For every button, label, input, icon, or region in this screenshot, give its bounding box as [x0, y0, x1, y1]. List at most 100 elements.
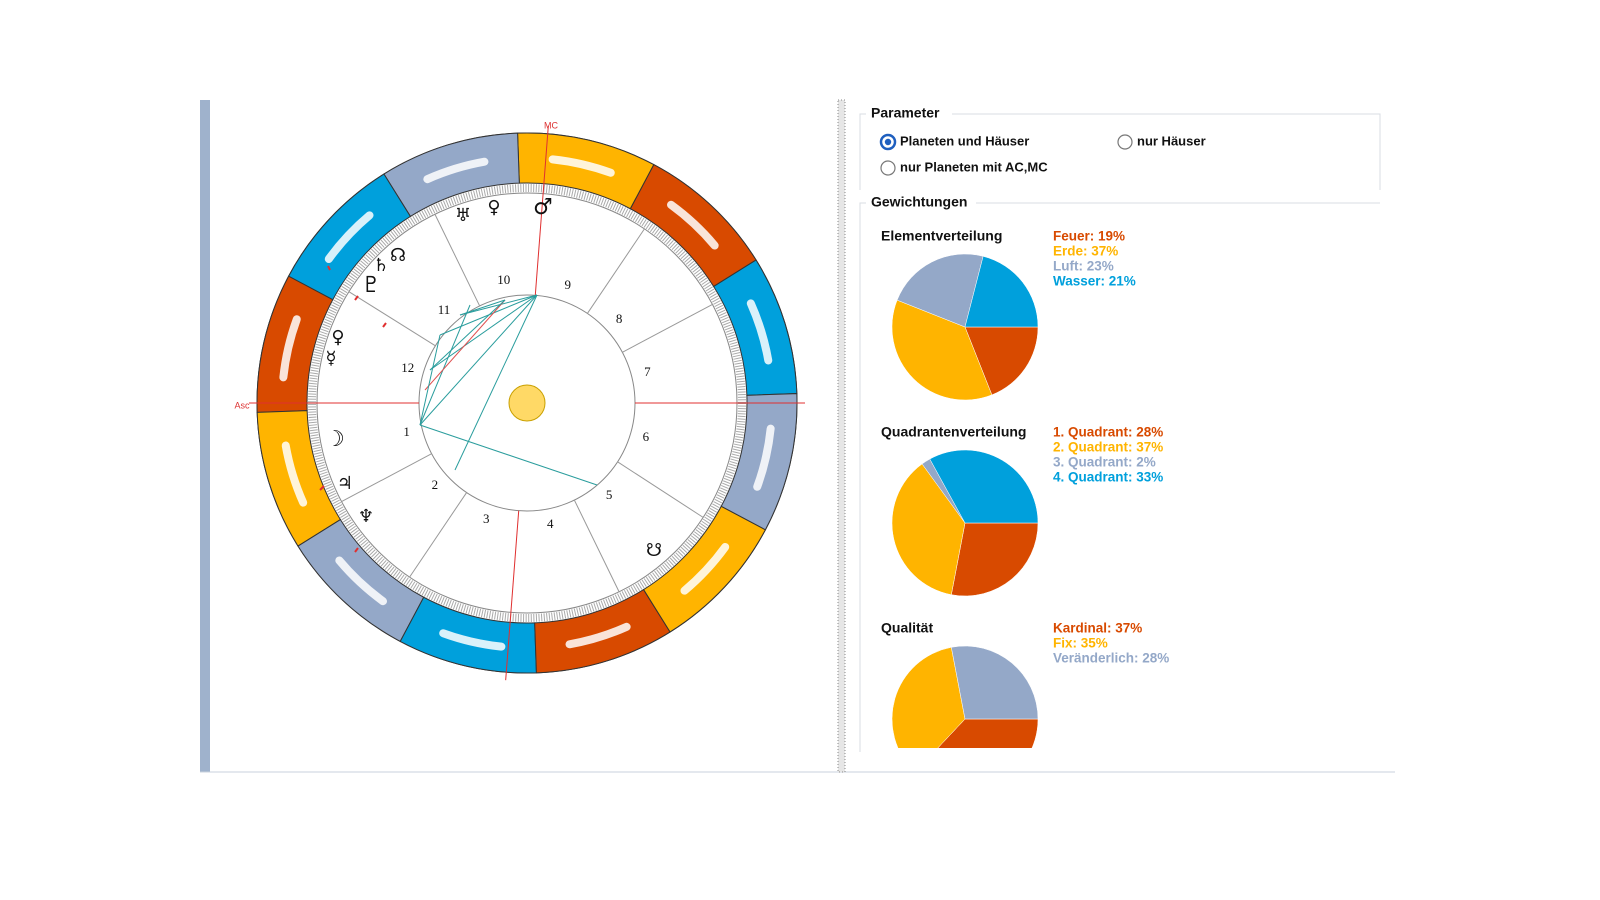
- planet: ♄: [373, 255, 389, 276]
- zodiac-icon: [753, 424, 775, 491]
- planet-tick: [382, 322, 387, 328]
- house-number: 8: [616, 311, 623, 326]
- radio-dot: [884, 138, 892, 146]
- radio-label[interactable]: nur Planeten mit AC,MC: [900, 159, 1048, 174]
- panel-border: [200, 100, 210, 772]
- legend-label: Veränderlich: 28%: [1053, 651, 1169, 666]
- aspect-line: [459, 294, 538, 316]
- house-number: 4: [547, 516, 554, 531]
- group-box: [859, 202, 1380, 752]
- planet: ☿: [325, 348, 336, 369]
- house-number: 7: [644, 364, 651, 379]
- legend-label: Wasser: 21%: [1053, 274, 1136, 289]
- planet: ♀: [487, 197, 500, 218]
- asc-label: Asc: [234, 400, 250, 410]
- house-number: 9: [565, 277, 572, 292]
- pie-slice: [951, 645, 1039, 720]
- pie-slice: [891, 299, 993, 401]
- zodiac-icon: [548, 155, 615, 177]
- pie-slice: [937, 718, 1039, 748]
- house-cusp: [622, 303, 713, 353]
- planet: ☋: [646, 540, 662, 561]
- pie-slice: [891, 647, 966, 748]
- radio[interactable]: [1117, 134, 1133, 150]
- legend-label: Kardinal: 37%: [1053, 621, 1142, 636]
- pie-slice: [929, 449, 1039, 524]
- mc-label: MC: [544, 120, 558, 130]
- aspect-line: [419, 424, 598, 486]
- zodiac-icon: [746, 299, 773, 365]
- aspect-line: [419, 294, 538, 426]
- weighting-charts: Elementverteilung Feuer: 19%Erde: 37%Luft…: [881, 228, 1169, 748]
- house-cusp: [586, 228, 645, 314]
- house-cusp: [434, 214, 481, 307]
- legend-label: Feuer: 19%: [1053, 229, 1125, 244]
- zodiac-sign: [720, 393, 798, 531]
- sun: [508, 384, 546, 422]
- house-number: 12: [401, 360, 414, 375]
- radio-option[interactable]: Planeten und Häuser: [879, 133, 1029, 151]
- planet: ♃: [337, 473, 353, 494]
- aspect-line: [419, 334, 441, 426]
- legend-label: 1. Quadrant: 28%: [1053, 425, 1163, 440]
- planet-tick: [327, 265, 331, 271]
- house-cusp: [505, 510, 520, 681]
- aspect-line: [419, 304, 471, 426]
- house-number: 5: [606, 487, 613, 502]
- zodiac-icon: [279, 315, 301, 382]
- planet: ♇: [361, 273, 381, 298]
- splitter[interactable]: [837, 99, 846, 773]
- planet: ♅: [455, 205, 471, 226]
- planets: ♅ ♀ ♂ ☊ ♄ ♇ ♀ ☿ ☽ ♃ ♆ ☋: [325, 195, 662, 561]
- group-title: Parameter: [871, 105, 940, 121]
- radio-label[interactable]: nur Häuser: [1137, 133, 1206, 148]
- legend-label: 2. Quadrant: 37%: [1053, 440, 1163, 455]
- house-cusp: [573, 499, 620, 592]
- chart-title: Elementverteilung: [881, 228, 1002, 244]
- aspect-line: [429, 299, 506, 371]
- house-cusp: [348, 291, 436, 347]
- pie-slice: [896, 253, 984, 328]
- planet: ♀: [331, 327, 344, 348]
- planet-tick: [319, 485, 325, 491]
- house-number: 2: [432, 477, 439, 492]
- pie-slice: [964, 326, 1039, 396]
- house-cusp: [617, 461, 704, 518]
- house-number: 1: [403, 424, 410, 439]
- legend-label: Fix: 35%: [1053, 636, 1108, 651]
- group-box: [859, 113, 1381, 190]
- radio-label[interactable]: Planeten und Häuser: [900, 133, 1029, 148]
- radio-option[interactable]: nur Häuser: [1117, 133, 1206, 150]
- zodiac-icon: [565, 622, 631, 649]
- planet: ♂: [533, 195, 553, 220]
- house-cusp: [409, 492, 468, 578]
- zodiac-icon: [281, 441, 308, 507]
- legend-label: Erde: 37%: [1053, 244, 1118, 259]
- house-cusp: [341, 453, 432, 503]
- planet-tick: [354, 295, 359, 301]
- pie-slice: [891, 463, 966, 595]
- planet: ☊: [390, 245, 406, 266]
- chart-title: Quadrantenverteilung: [881, 424, 1026, 440]
- legend-label: Luft: 23%: [1053, 259, 1114, 274]
- radio[interactable]: [880, 160, 896, 176]
- aspect-line: [459, 299, 506, 316]
- legend-label: 4. Quadrant: 33%: [1053, 470, 1163, 485]
- house-cusp: [534, 125, 549, 296]
- pie-slice: [964, 255, 1039, 328]
- aspect-line: [424, 299, 506, 391]
- house-number: 3: [483, 511, 490, 526]
- zodiac-icon: [324, 211, 374, 263]
- radio-option[interactable]: nur Planeten mit AC,MC: [880, 159, 1048, 176]
- house-number: 6: [643, 429, 650, 444]
- aspect-line: [454, 294, 538, 471]
- zodiac-icon: [667, 200, 719, 250]
- group-title: Gewichtungen: [871, 194, 967, 210]
- house-number: 11: [438, 302, 451, 317]
- planet: ♆: [358, 506, 374, 527]
- pie-slice: [951, 522, 1039, 597]
- planet: ☽: [325, 427, 345, 452]
- house-number: 10: [497, 272, 510, 287]
